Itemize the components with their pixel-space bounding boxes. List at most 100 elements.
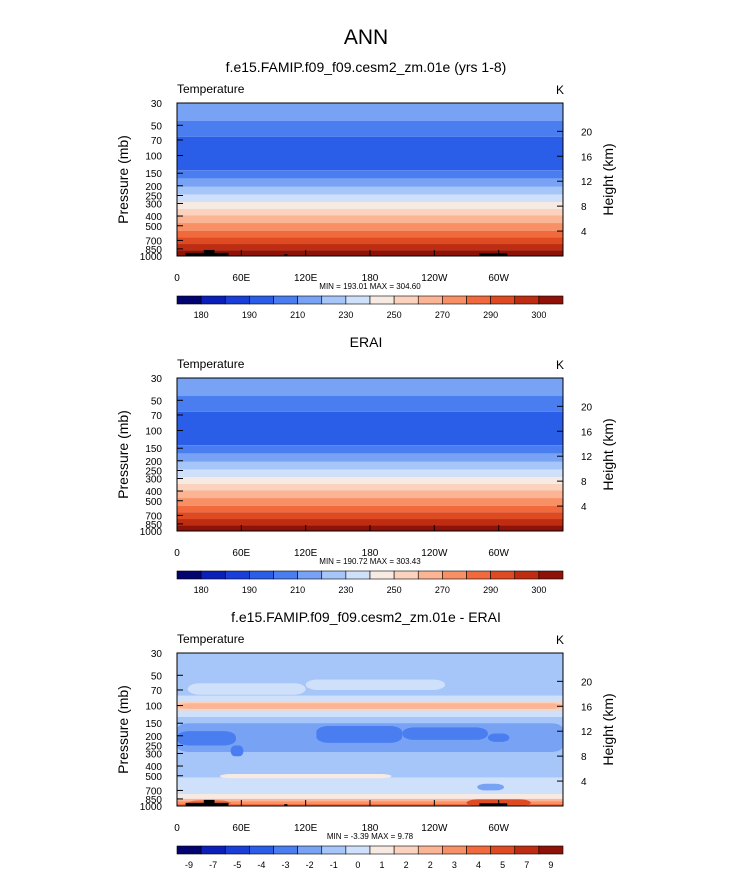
pressure-tick-label: 1000 xyxy=(140,802,163,813)
colorbar-label: 300 xyxy=(531,585,546,595)
height-tick-label: 16 xyxy=(581,702,593,713)
colorbar-swatch xyxy=(200,570,226,580)
variable-label: Temperature xyxy=(177,357,245,371)
land-mask xyxy=(203,249,215,256)
longitude-tick-label: 0 xyxy=(174,548,180,559)
colorbar-label: 190 xyxy=(242,585,257,595)
colorbar-swatch xyxy=(321,845,347,855)
longitude-tick-label: 0 xyxy=(174,823,180,834)
units-label: K xyxy=(556,633,564,647)
colorbar-swatch xyxy=(490,570,516,580)
contour-blob xyxy=(305,679,446,690)
colorbar-swatch xyxy=(249,295,274,305)
height-tick-label: 4 xyxy=(581,502,587,513)
colorbar-swatch xyxy=(538,570,564,580)
contour-band xyxy=(177,411,563,446)
colorbar-label: 210 xyxy=(290,585,305,595)
pressure-tick-label: 300 xyxy=(145,474,162,485)
colorbar-label: 250 xyxy=(387,310,402,320)
colorbar-label: -1 xyxy=(330,860,338,870)
colorbar-swatch xyxy=(393,295,419,305)
longitude-tick-label: 0 xyxy=(174,273,180,284)
contour-band xyxy=(177,223,563,231)
height-tick-label: 4 xyxy=(581,227,587,238)
colorbar-label: -3 xyxy=(282,860,290,870)
height-tick-label: 20 xyxy=(581,127,593,138)
panel-diff: f.e15.FAMIP.f09_f09.cesm2_zm.01e - ERAI T… xyxy=(115,609,616,870)
longitude-tick-label: 60W xyxy=(488,548,509,559)
colorbar-swatch xyxy=(224,570,250,580)
colorbar-swatch xyxy=(538,845,564,855)
contour-blob xyxy=(177,703,563,709)
pressure-tick-label: 150 xyxy=(145,169,162,180)
contour-field xyxy=(177,378,563,531)
colorbar-label: 4 xyxy=(476,860,481,870)
colorbar-swatch xyxy=(321,570,347,580)
min-max-label: MIN = 193.01 MAX = 304.60 xyxy=(319,282,421,291)
colorbar-swatch xyxy=(514,295,540,305)
contour-band xyxy=(177,476,563,484)
contour-band xyxy=(177,505,563,513)
colorbar-swatch xyxy=(200,295,226,305)
contour-band xyxy=(177,208,563,216)
colorbar-swatch xyxy=(200,845,226,855)
pressure-tick-label: 300 xyxy=(145,199,162,210)
contour-band xyxy=(177,136,563,171)
contour-band xyxy=(177,186,563,195)
pressure-tick-label: 400 xyxy=(145,487,162,498)
pressure-tick-label: 500 xyxy=(145,497,162,508)
colorbar-swatch xyxy=(393,845,419,855)
pressure-tick-label: 250 xyxy=(145,742,162,753)
height-tick-label: 12 xyxy=(581,177,593,188)
colorbar-swatch xyxy=(490,845,516,855)
pressure-tick-label: 700 xyxy=(145,511,162,522)
colorbar-swatch xyxy=(224,295,250,305)
y-axis-title-right: Height (km) xyxy=(600,418,616,490)
colorbar-label: 2 xyxy=(428,860,433,870)
colorbar-label: 270 xyxy=(435,310,450,320)
pressure-tick-label: 50 xyxy=(151,396,163,407)
colorbar-swatch xyxy=(417,295,443,305)
colorbar-swatch xyxy=(321,295,347,305)
colorbar-label: 230 xyxy=(338,585,353,595)
colorbar: 180 190 210 230 250 270 290 300 xyxy=(176,295,564,320)
pressure-tick-label: 150 xyxy=(145,719,162,730)
longitude-tick-label: 120E xyxy=(294,823,318,834)
colorbar-swatch xyxy=(393,570,419,580)
pressure-tick-label: 70 xyxy=(151,686,163,697)
pressure-tick-label: 200 xyxy=(145,732,162,743)
contour-band xyxy=(177,215,563,224)
y-axis-title-right: Height (km) xyxy=(600,143,616,215)
min-max-label: MIN = 190.72 MAX = 303.43 xyxy=(319,557,421,566)
longitude-tick-label: 60E xyxy=(232,273,250,284)
colorbar-swatch xyxy=(514,570,540,580)
pressure-tick-label: 300 xyxy=(145,749,162,760)
colorbar-label: 290 xyxy=(483,585,498,595)
longitude-tick-label: 180 xyxy=(362,548,379,559)
height-tick-label: 20 xyxy=(581,677,593,688)
pressure-tick-label: 700 xyxy=(145,236,162,247)
pressure-tick-label: 850 xyxy=(145,520,162,531)
longitude-tick-label: 120W xyxy=(421,823,448,834)
longitude-tick-label: 180 xyxy=(362,823,379,834)
colorbar-label: -2 xyxy=(306,860,314,870)
contour-band xyxy=(177,512,563,520)
land-mask xyxy=(284,804,288,806)
panel-title: ERAI xyxy=(350,334,383,350)
colorbar-label: 270 xyxy=(435,585,450,595)
colorbar-label: 210 xyxy=(290,310,305,320)
contour-blob xyxy=(477,783,505,791)
colorbar-label: 2 xyxy=(404,860,409,870)
longitude-tick-label: 120W xyxy=(421,548,448,559)
colorbar-label: 180 xyxy=(194,310,209,320)
contour-band xyxy=(177,498,563,506)
height-tick-label: 16 xyxy=(581,152,593,163)
longitude-tick-label: 120E xyxy=(294,548,318,559)
colorbar-swatch xyxy=(345,570,371,580)
pressure-tick-label: 50 xyxy=(151,121,163,132)
height-tick-label: 8 xyxy=(581,477,587,488)
pressure-tick-label: 250 xyxy=(145,467,162,478)
colorbar-swatch xyxy=(224,845,250,855)
pressure-tick-label: 70 xyxy=(151,136,163,147)
height-tick-label: 12 xyxy=(581,727,593,738)
